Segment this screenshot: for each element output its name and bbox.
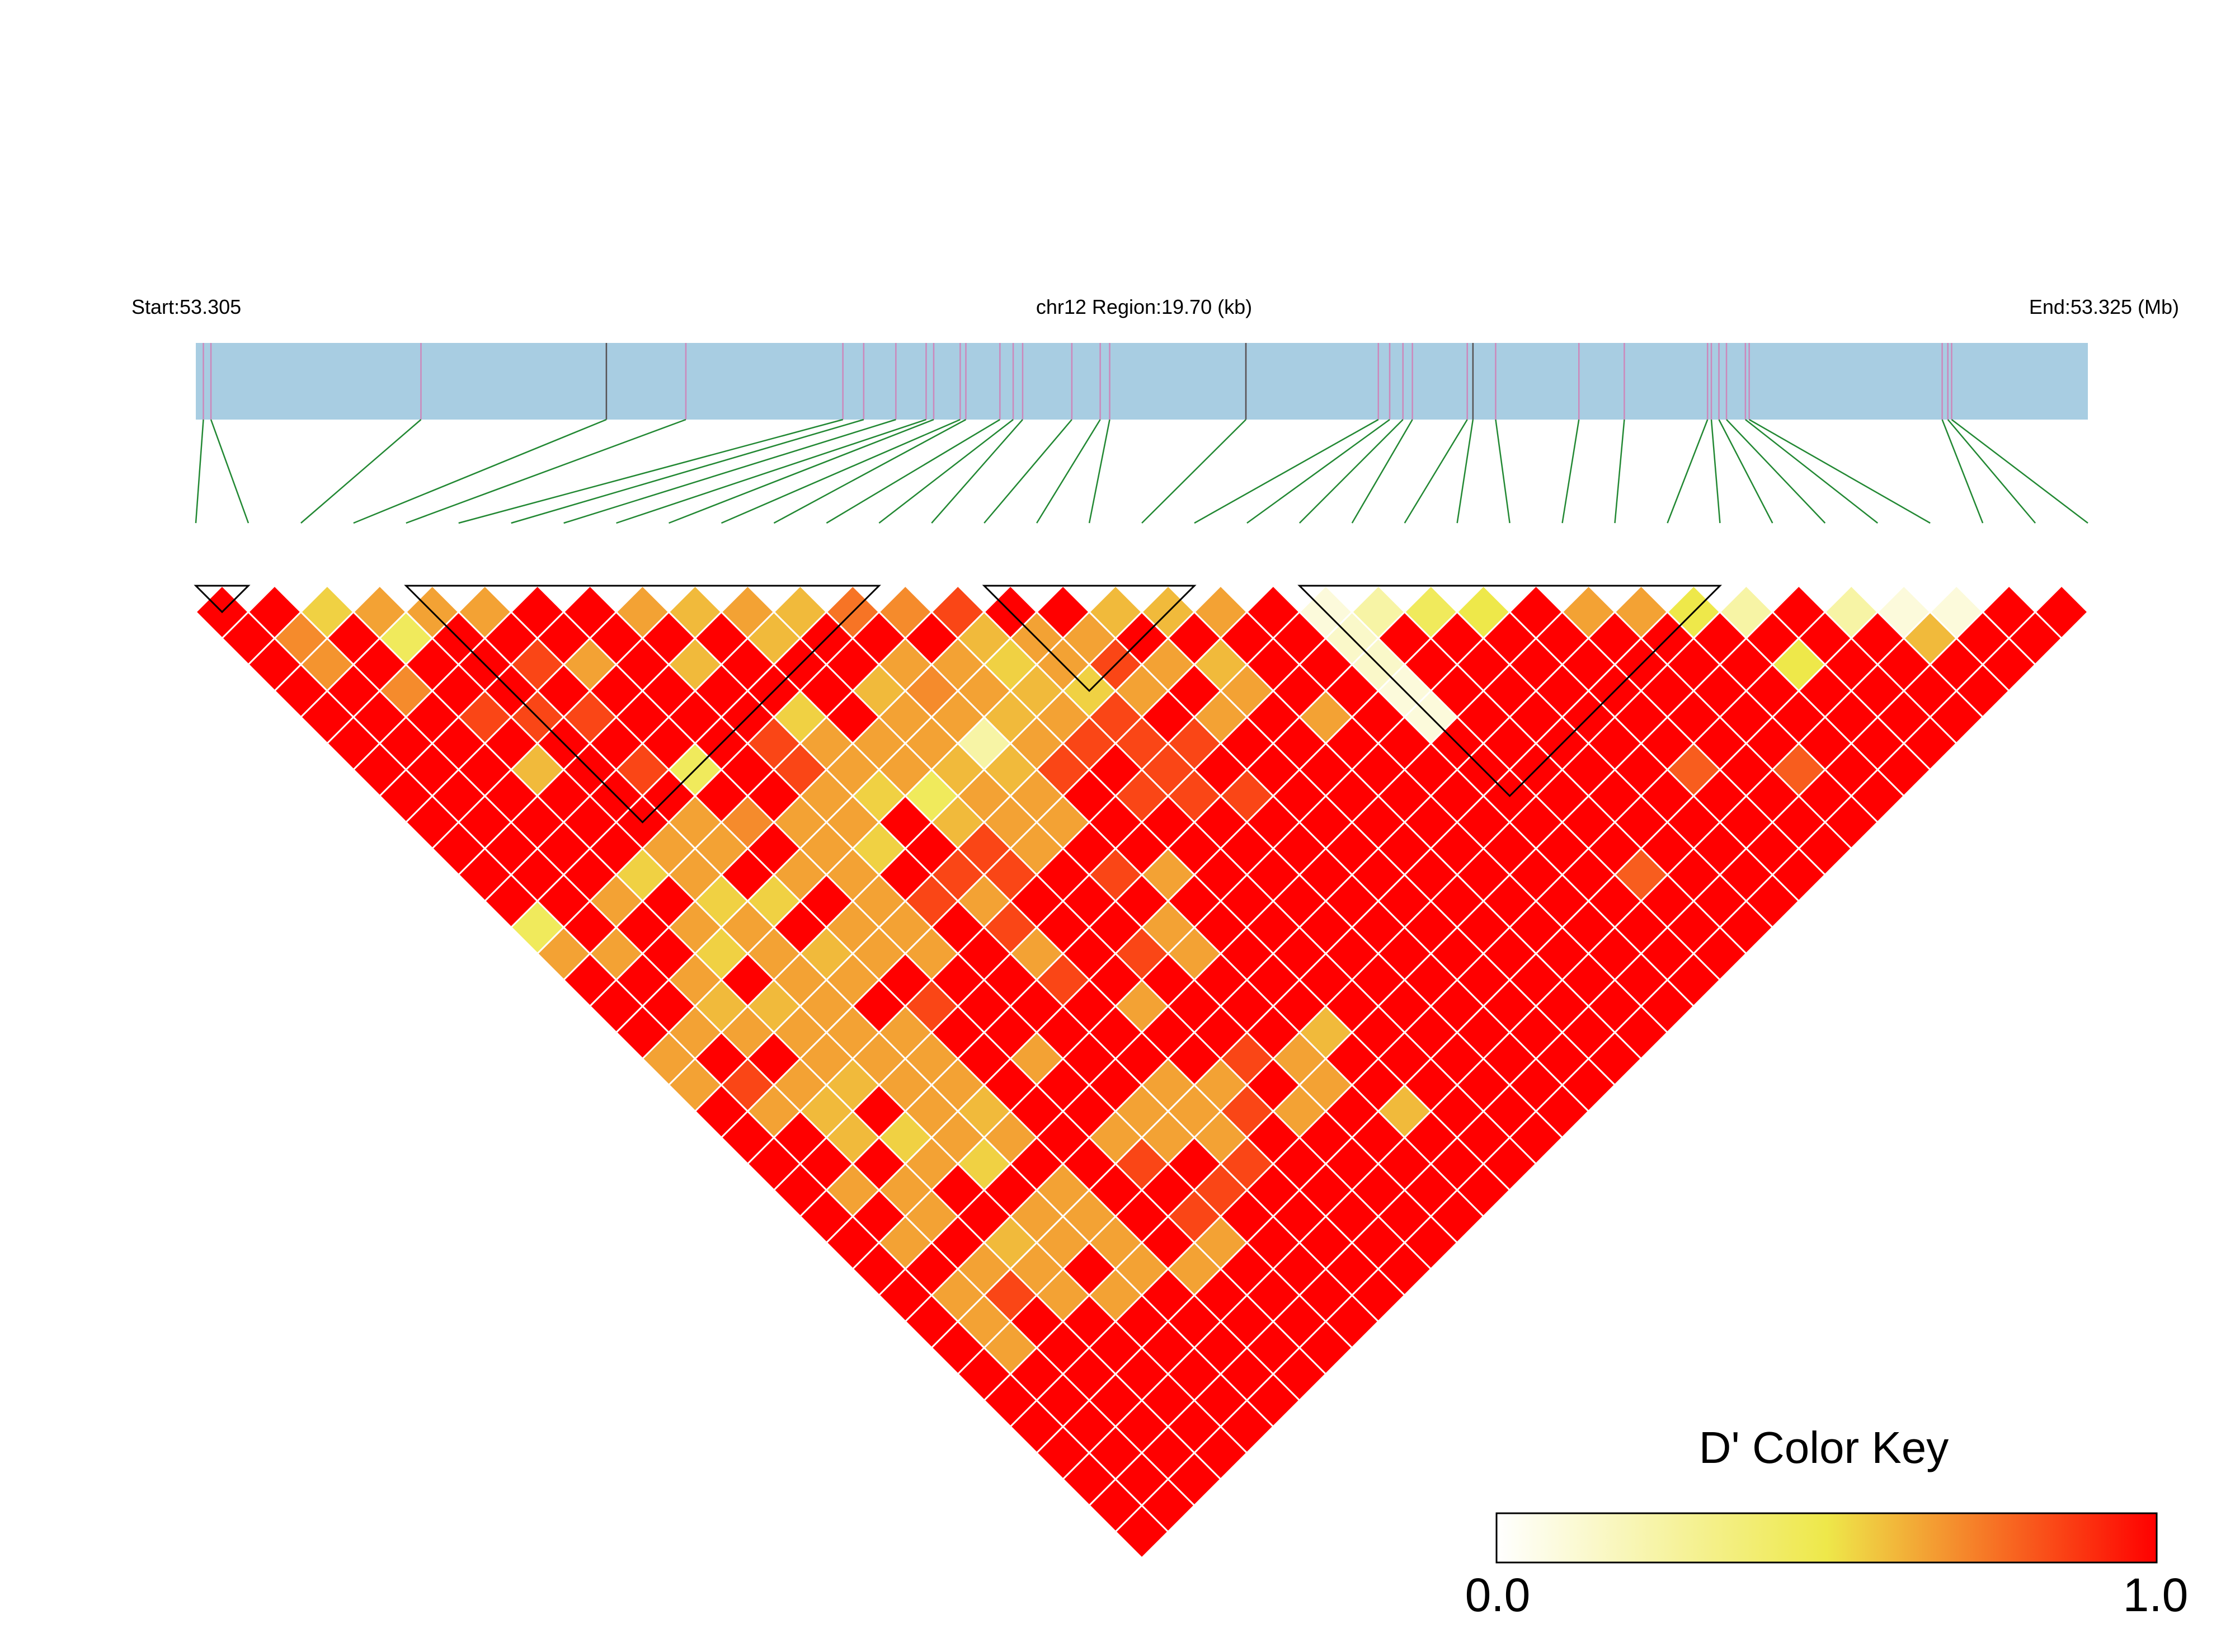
gene-track xyxy=(196,343,2088,420)
region-center-label: chr12 Region:19.70 (kb) xyxy=(1036,295,1252,318)
snp-connector-11 xyxy=(773,418,967,524)
snp-connector-20 xyxy=(1246,418,1390,524)
snp-connector-9 xyxy=(669,418,934,524)
region-start-label: Start:53.305 xyxy=(131,295,241,318)
color-key-min-label: 0.0 xyxy=(1465,1569,1531,1621)
snp-connector-8 xyxy=(616,418,926,524)
color-key-bar xyxy=(1495,1512,2158,1564)
snp-connector-23 xyxy=(1404,419,1468,524)
snp-connector-30 xyxy=(1718,419,1773,524)
snp-connector-1 xyxy=(210,419,250,524)
color-key-max-label: 1.0 xyxy=(2123,1569,2189,1621)
snp-connector-12 xyxy=(826,418,1000,524)
snp-connector-26 xyxy=(1561,419,1580,524)
snp-connector-0 xyxy=(195,419,204,524)
snp-connector-16 xyxy=(1036,419,1101,524)
snp-connector-6 xyxy=(511,418,864,524)
haplotype-block-1 xyxy=(404,585,881,823)
snp-connector-36 xyxy=(1951,419,2088,524)
haplotype-block-0 xyxy=(194,585,251,614)
snp-connector-27 xyxy=(1614,419,1625,524)
ld-cells xyxy=(194,584,2090,1560)
snp-connector-21 xyxy=(1298,419,1404,524)
snp-connector-19 xyxy=(1194,418,1379,524)
ld-cell-35-36 xyxy=(2034,584,2090,640)
color-key-title: D' Color Key xyxy=(1699,1423,1949,1472)
snp-connector-28 xyxy=(1667,419,1709,524)
snp-connector-22 xyxy=(1351,419,1413,524)
haplotype-blocks xyxy=(194,585,1723,823)
snp-connector-4 xyxy=(406,418,686,524)
snp-connector-7 xyxy=(563,418,896,524)
haplotype-block-3 xyxy=(1297,585,1723,797)
snp-connector-3 xyxy=(353,418,607,524)
snp-connector-2 xyxy=(300,419,422,524)
snp-connector-25 xyxy=(1495,419,1511,524)
snp-connector-32 xyxy=(1745,419,1878,524)
snp-connector-13 xyxy=(878,419,1014,524)
color-key: D' Color Key 0.0 1.0 xyxy=(1465,1423,2189,1621)
snp-connector-29 xyxy=(1710,419,1721,524)
snp-connector-15 xyxy=(984,419,1072,524)
snp-connector-17 xyxy=(1088,419,1111,524)
snp-connector-24 xyxy=(1456,419,1474,524)
snp-connector-5 xyxy=(458,418,843,524)
snp-connector-10 xyxy=(721,418,961,524)
snp-connector-31 xyxy=(1726,419,1826,524)
haplotype-block-2 xyxy=(982,585,1197,693)
snp-connector-35 xyxy=(1947,419,2036,524)
snp-connector-33 xyxy=(1749,418,1931,524)
snp-connector-34 xyxy=(1941,419,1984,524)
region-end-label: End:53.325 (Mb) xyxy=(2029,295,2179,318)
snp-marker-lines xyxy=(203,343,1952,420)
snp-connector-lines xyxy=(195,418,2088,524)
snp-connector-14 xyxy=(931,419,1023,524)
snp-connector-18 xyxy=(1141,419,1246,524)
